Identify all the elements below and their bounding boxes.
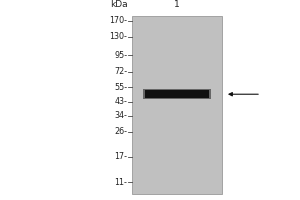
Text: 43-: 43- bbox=[115, 97, 128, 106]
Text: 1: 1 bbox=[174, 0, 180, 9]
Text: 11-: 11- bbox=[115, 178, 128, 187]
Bar bbox=[132, 16, 222, 194]
Text: 95-: 95- bbox=[114, 51, 128, 60]
Text: 34-: 34- bbox=[115, 111, 128, 120]
Bar bbox=[145, 90, 209, 98]
Text: 72-: 72- bbox=[114, 67, 128, 76]
Text: 55-: 55- bbox=[114, 83, 128, 92]
Text: 170-: 170- bbox=[110, 16, 128, 25]
Bar bbox=[143, 89, 211, 99]
Text: 130-: 130- bbox=[110, 32, 128, 41]
Text: kDa: kDa bbox=[110, 0, 128, 9]
Text: 17-: 17- bbox=[115, 152, 128, 161]
Text: 26-: 26- bbox=[115, 127, 128, 136]
